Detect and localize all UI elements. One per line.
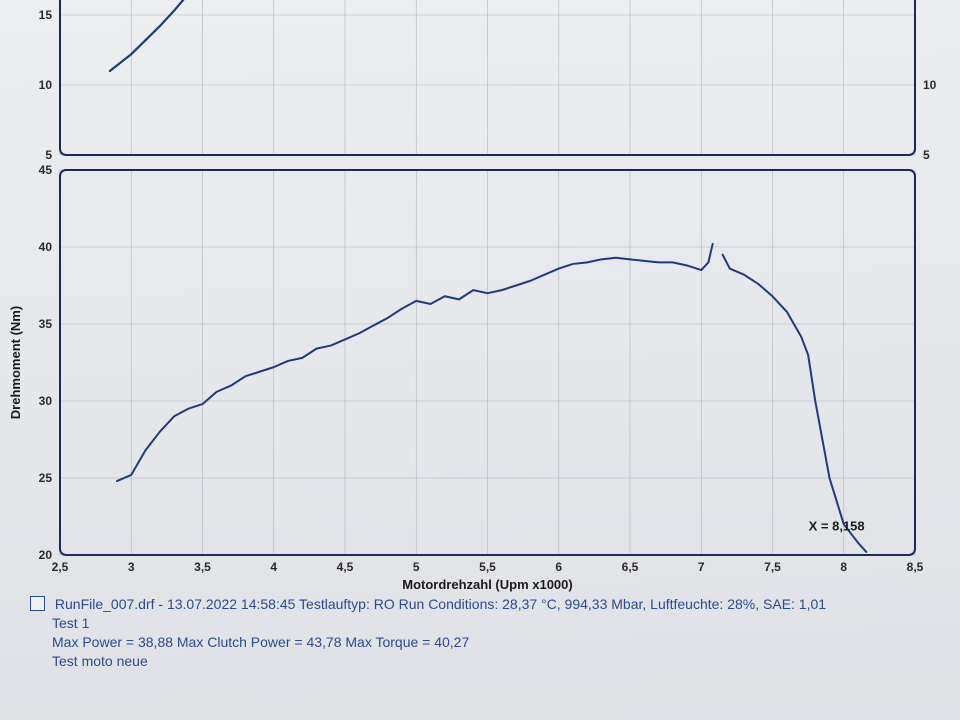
footer-line-1: RunFile_007.drf - 13.07.2022 14:58:45 Te… (30, 595, 930, 614)
svg-text:10: 10 (923, 78, 937, 92)
svg-text:15: 15 (39, 8, 53, 22)
svg-text:40: 40 (39, 240, 53, 254)
chart-canvas: 5 10 15 5 10 20 25 30 35 40 45 2,5 3 3,5 4 4,5 5 5,5 6 6,5 7… (0, 0, 960, 595)
footer-block: RunFile_007.drf - 13.07.2022 14:58:45 Te… (30, 595, 930, 671)
svg-text:4,5: 4,5 (337, 560, 354, 574)
svg-text:25: 25 (39, 471, 53, 485)
svg-text:5: 5 (923, 148, 930, 162)
svg-text:8: 8 (840, 560, 847, 574)
svg-text:Motordrehzahl (Upm x1000): Motordrehzahl (Upm x1000) (402, 577, 572, 592)
svg-text:Drehmoment (Nm): Drehmoment (Nm) (8, 306, 23, 419)
svg-text:6,5: 6,5 (622, 560, 639, 574)
footer-text-3: Max Power = 38,88 Max Clutch Power = 43,… (52, 633, 930, 652)
svg-text:7: 7 (698, 560, 705, 574)
svg-text:4: 4 (270, 560, 277, 574)
svg-text:6: 6 (555, 560, 562, 574)
svg-text:45: 45 (39, 163, 53, 177)
svg-text:5: 5 (45, 148, 52, 162)
svg-text:5,5: 5,5 (479, 560, 496, 574)
footer-text-4: Test moto neue (52, 652, 930, 671)
legend-swatch-icon (30, 596, 45, 611)
svg-text:10: 10 (39, 78, 53, 92)
svg-text:20: 20 (39, 548, 53, 562)
svg-text:5: 5 (413, 560, 420, 574)
footer-text-2: Test 1 (52, 614, 930, 633)
svg-text:7,5: 7,5 (764, 560, 781, 574)
footer-text-1: RunFile_007.drf - 13.07.2022 14:58:45 Te… (55, 596, 826, 612)
svg-text:35: 35 (39, 317, 53, 331)
svg-text:8,5: 8,5 (907, 560, 924, 574)
page-root: 5 10 15 5 10 20 25 30 35 40 45 2,5 3 3,5 4 4,5 5 5,5 6 6,5 7… (0, 0, 960, 720)
svg-text:3,5: 3,5 (194, 560, 211, 574)
svg-text:3: 3 (128, 560, 135, 574)
svg-text:X = 8,158: X = 8,158 (809, 518, 865, 533)
svg-text:2,5: 2,5 (52, 560, 69, 574)
svg-text:30: 30 (39, 394, 53, 408)
